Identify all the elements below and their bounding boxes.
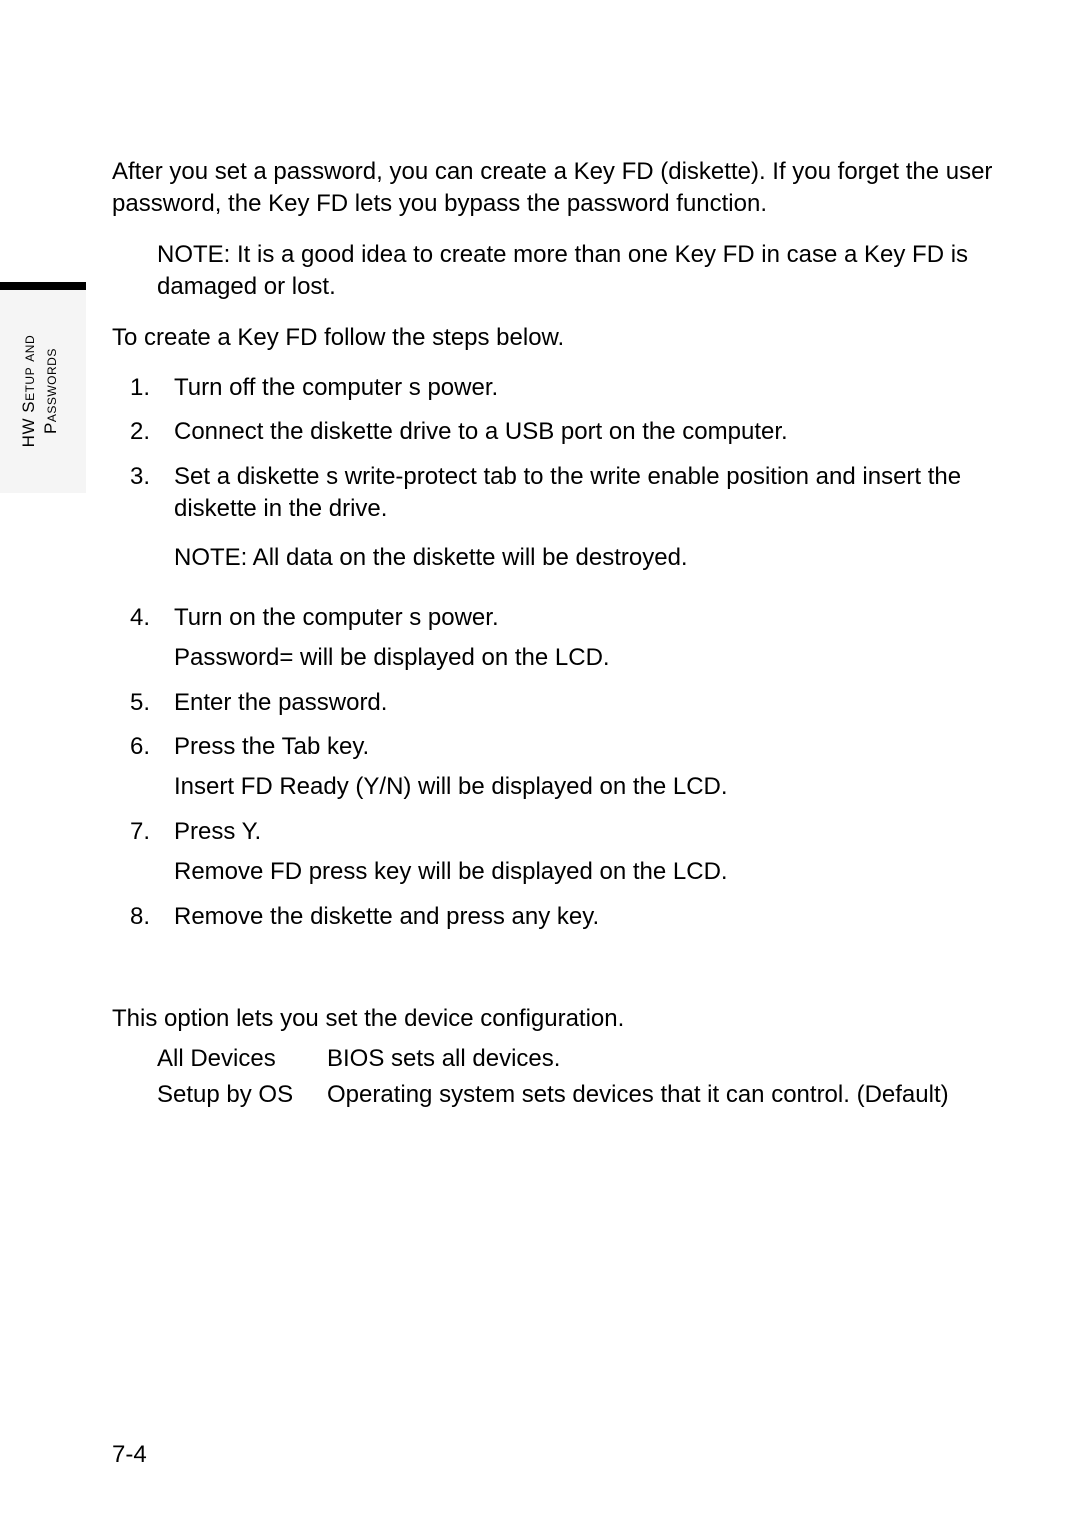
- step-text: Turn off the computer s power.: [174, 372, 1040, 404]
- dc-desc-all: BIOS sets all devices.: [327, 1041, 1040, 1077]
- step-text: Press the Tab key. Insert FD Ready (Y/N)…: [174, 731, 1040, 804]
- step3-main: Set a diskette s write-protect tab to th…: [174, 463, 961, 522]
- step-number: 4.: [130, 602, 174, 675]
- step-5: 5. Enter the password.: [130, 687, 1040, 719]
- device-config-row: Setup by OS Operating system sets device…: [157, 1077, 1040, 1113]
- step-text: Set a diskette s write-protect tab to th…: [174, 461, 1040, 590]
- step6-main: Press the Tab key.: [174, 733, 369, 760]
- step4-main: Turn on the computer s power.: [174, 604, 499, 631]
- step-8: 8. Remove the diskette and press any key…: [130, 901, 1040, 933]
- step-6: 6. Press the Tab key. Insert FD Ready (Y…: [130, 731, 1040, 804]
- step-number: 8.: [130, 901, 174, 933]
- steps-list: 1. Turn off the computer s power. 2. Con…: [130, 372, 1040, 933]
- step-number: 7.: [130, 816, 174, 889]
- step-1: 1. Turn off the computer s power.: [130, 372, 1040, 404]
- step-4: 4. Turn on the computer s power. Passwor…: [130, 602, 1040, 675]
- step-text: Enter the password.: [174, 687, 1040, 719]
- lead-paragraph: To create a Key FD follow the steps belo…: [112, 322, 1040, 354]
- note-keyfd: NOTE: It is a good idea to create more t…: [157, 239, 1040, 304]
- content: After you set a password, you can create…: [112, 156, 1040, 1113]
- step-text: Turn on the computer s power. Password= …: [174, 602, 1040, 675]
- step4-sub: Password= will be displayed on the LCD.: [174, 642, 1040, 674]
- step-3: 3. Set a diskette s write-protect tab to…: [130, 461, 1040, 590]
- side-tab: HW Setup and Passwords: [0, 282, 86, 493]
- side-tab-text: HW Setup and Passwords: [18, 335, 62, 447]
- side-tab-line2: Passwords: [41, 349, 60, 435]
- dc-label-all: All Devices: [157, 1041, 327, 1077]
- device-config-intro: This option lets you set the device conf…: [112, 1005, 1040, 1033]
- page: HW Setup and Passwords After you set a p…: [0, 0, 1080, 1529]
- step-number: 5.: [130, 687, 174, 719]
- step-2: 2. Connect the diskette drive to a USB p…: [130, 416, 1040, 448]
- step-number: 1.: [130, 372, 174, 404]
- side-tab-line1: HW Setup and: [19, 335, 38, 447]
- step7-main: Press Y.: [174, 818, 261, 845]
- step-number: 6.: [130, 731, 174, 804]
- step-7: 7. Press Y. Remove FD press key will be …: [130, 816, 1040, 889]
- dc-desc-os: Operating system sets devices that it ca…: [327, 1077, 1040, 1113]
- step-number: 2.: [130, 416, 174, 448]
- intro-paragraph: After you set a password, you can create…: [112, 156, 1040, 221]
- dc-label-os: Setup by OS: [157, 1077, 327, 1113]
- step-number: 3.: [130, 461, 174, 590]
- step6-sub: Insert FD Ready (Y/N) will be displayed …: [174, 771, 1040, 803]
- step-text: Press Y. Remove FD press key will be dis…: [174, 816, 1040, 889]
- step3-note: NOTE: All data on the diskette will be d…: [174, 542, 1040, 574]
- page-number: 7-4: [112, 1441, 147, 1469]
- step-text: Remove the diskette and press any key.: [174, 901, 1040, 933]
- step-text: Connect the diskette drive to a USB port…: [174, 416, 1040, 448]
- device-config-row: All Devices BIOS sets all devices.: [157, 1041, 1040, 1077]
- step7-sub: Remove FD press key will be displayed on…: [174, 856, 1040, 888]
